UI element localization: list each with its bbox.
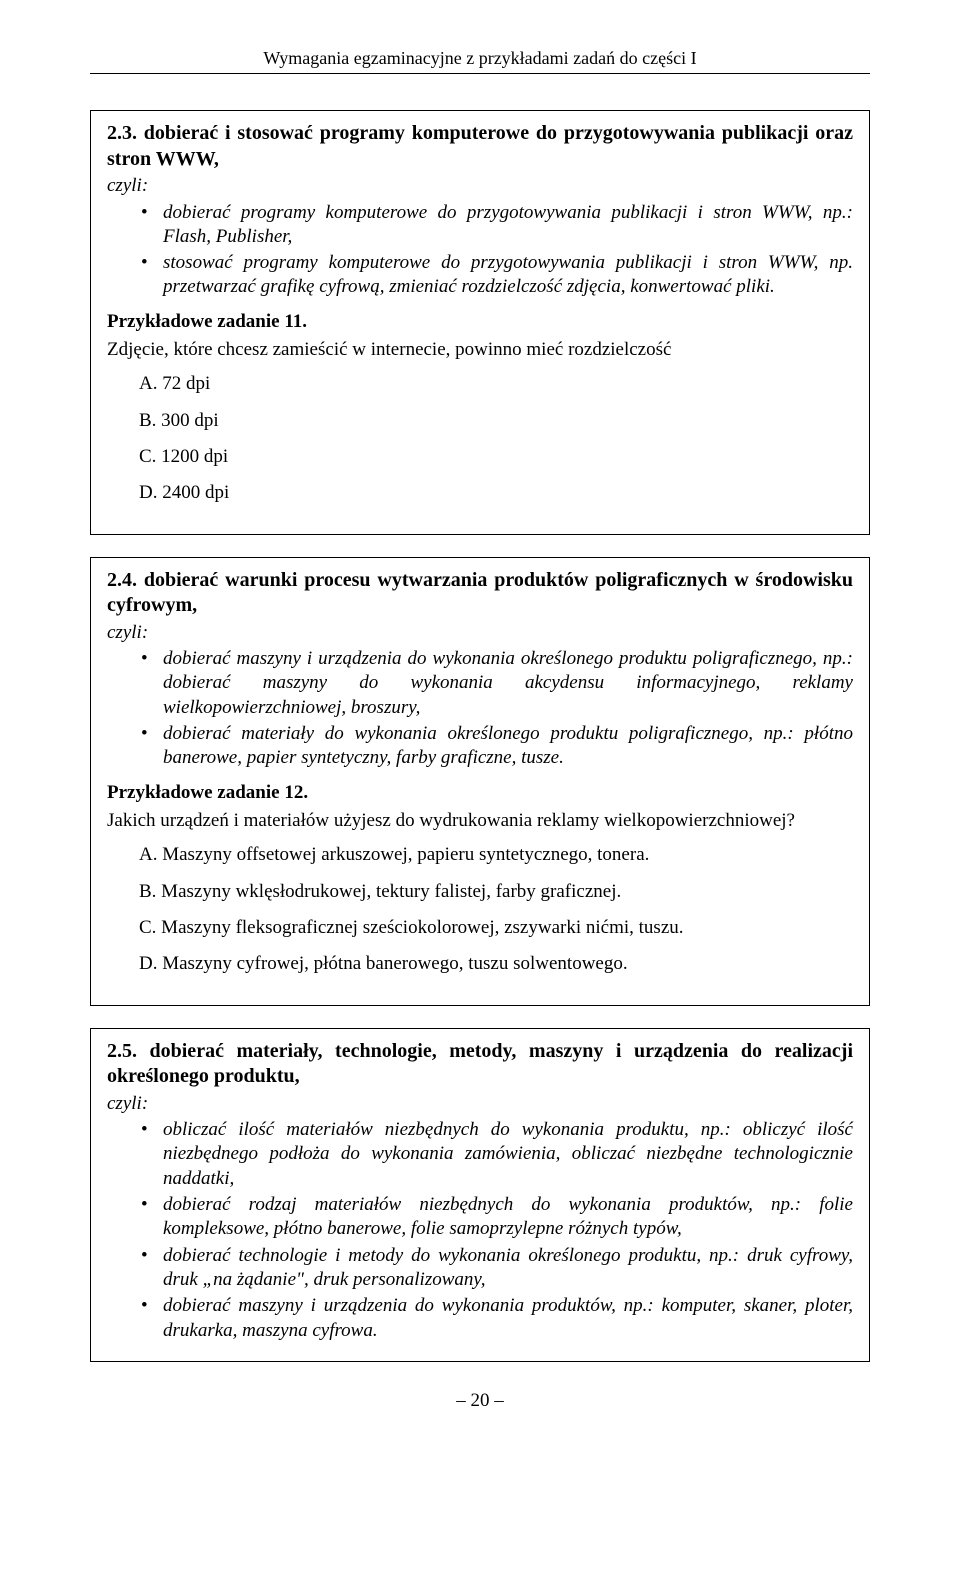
answer-option-a: A. Maszyny offsetowej arkuszowej, papier… bbox=[139, 843, 853, 867]
answer-option-c: C. Maszyny fleksograficznej sześciokolor… bbox=[139, 916, 853, 940]
answer-option-a: A. 72 dpi bbox=[139, 372, 853, 396]
bullet-item: dobierać rodzaj materiałów niezbędnych d… bbox=[163, 1193, 853, 1242]
section-2-5: 2.5. dobierać materiały, technologie, me… bbox=[90, 1028, 870, 1362]
answer-option-d: D. Maszyny cyfrowej, płótna banerowego, … bbox=[139, 952, 853, 976]
section-2-3: 2.3. dobierać i stosować programy komput… bbox=[90, 110, 870, 535]
example-question: Jakich urządzeń i materiałów użyjesz do … bbox=[107, 809, 853, 833]
bullet-item: obliczać ilość materiałów niezbędnych do… bbox=[163, 1118, 853, 1191]
section-heading: 2.5. dobierać materiały, technologie, me… bbox=[107, 1039, 853, 1090]
section-2-4: 2.4. dobierać warunki procesu wytwarzani… bbox=[90, 557, 870, 1006]
czyli-label: czyli: bbox=[107, 621, 853, 645]
answer-list: A. 72 dpi B. 300 dpi C. 1200 dpi D. 2400… bbox=[139, 372, 853, 505]
page-number: – 20 – bbox=[90, 1390, 870, 1412]
bullet-item: dobierać materiały do wykonania określon… bbox=[163, 722, 853, 771]
czyli-label: czyli: bbox=[107, 1092, 853, 1116]
bullet-list: dobierać programy komputerowe do przygot… bbox=[107, 201, 853, 300]
section-heading: 2.3. dobierać i stosować programy komput… bbox=[107, 121, 853, 172]
bullet-list: dobierać maszyny i urządzenia do wykonan… bbox=[107, 647, 853, 771]
answer-list: A. Maszyny offsetowej arkuszowej, papier… bbox=[139, 843, 853, 976]
answer-option-c: C. 1200 dpi bbox=[139, 445, 853, 469]
answer-option-b: B. Maszyny wklęsłodrukowej, tektury fali… bbox=[139, 880, 853, 904]
bullet-item: dobierać technologie i metody do wykonan… bbox=[163, 1244, 853, 1293]
bullet-list: obliczać ilość materiałów niezbędnych do… bbox=[107, 1118, 853, 1343]
answer-option-d: D. 2400 dpi bbox=[139, 481, 853, 505]
example-question: Zdjęcie, które chcesz zamieścić w intern… bbox=[107, 338, 853, 362]
bullet-item: stosować programy komputerowe do przygot… bbox=[163, 251, 853, 300]
bullet-item: dobierać programy komputerowe do przygot… bbox=[163, 201, 853, 250]
answer-option-b: B. 300 dpi bbox=[139, 409, 853, 433]
example-title: Przykładowe zadanie 11. bbox=[107, 310, 853, 334]
section-heading: 2.4. dobierać warunki procesu wytwarzani… bbox=[107, 568, 853, 619]
running-header: Wymagania egzaminacyjne z przykładami za… bbox=[90, 48, 870, 74]
bullet-item: dobierać maszyny i urządzenia do wykonan… bbox=[163, 1294, 853, 1343]
czyli-label: czyli: bbox=[107, 174, 853, 198]
bullet-item: dobierać maszyny i urządzenia do wykonan… bbox=[163, 647, 853, 720]
document-page: Wymagania egzaminacyjne z przykładami za… bbox=[0, 0, 960, 1452]
example-title: Przykładowe zadanie 12. bbox=[107, 781, 853, 805]
